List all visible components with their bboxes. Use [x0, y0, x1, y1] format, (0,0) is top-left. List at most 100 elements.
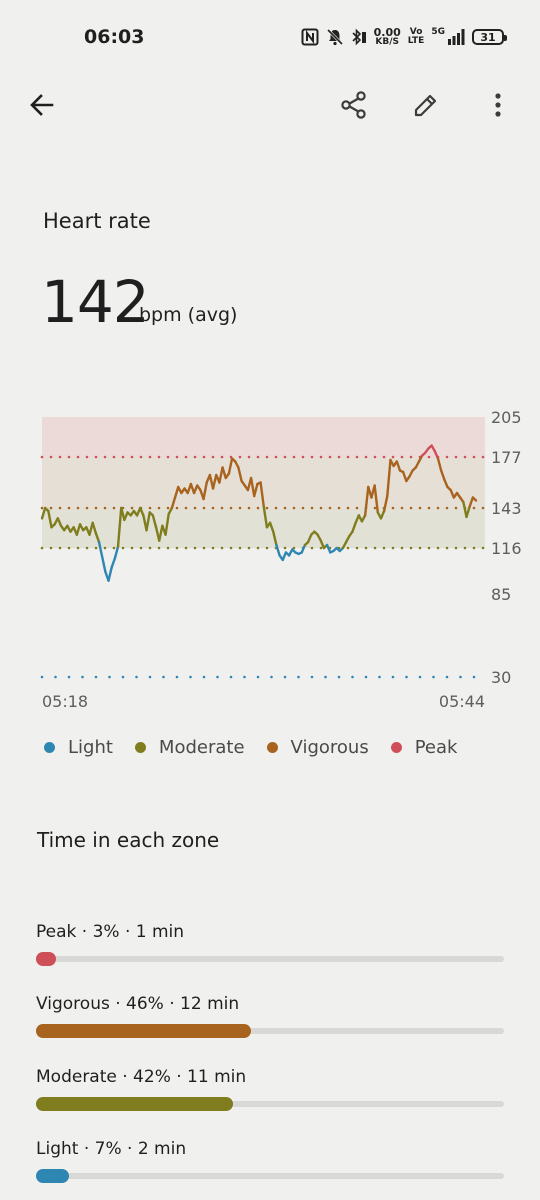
- hr-line-segment: [40, 506, 47, 520]
- hr-line-segment: [221, 466, 227, 480]
- hr-line-segment: [110, 557, 117, 569]
- hr-line-segment: [395, 460, 402, 472]
- back-button[interactable]: [18, 81, 66, 129]
- hr-line-segment: [351, 521, 357, 533]
- battery-indicator: 31: [472, 29, 507, 45]
- bluetooth-battery-icon: [352, 28, 366, 46]
- hr-line-segment: [443, 478, 449, 489]
- zone-bar-peak: [36, 952, 56, 966]
- hr-line-segment: [97, 540, 104, 559]
- network-type: 5G: [431, 27, 445, 37]
- legend-dot-light: [44, 742, 55, 753]
- more-options-button[interactable]: [474, 81, 522, 129]
- bell-off-icon: [326, 28, 343, 46]
- hr-line-segment: [56, 517, 63, 527]
- legend-dot-moderate: [134, 742, 146, 753]
- hr-line-segment: [468, 496, 475, 508]
- hr-line-segment: [139, 506, 145, 517]
- hr-line-segment: [164, 512, 170, 536]
- hr-line-segment: [119, 506, 126, 522]
- hr-line-segment: [471, 496, 478, 502]
- hr-line-segment: [262, 505, 269, 529]
- legend-label-light: Light: [68, 737, 113, 758]
- legend-item-vigorous: Vigorous: [266, 737, 369, 758]
- hr-line-segment: [275, 543, 281, 557]
- hr-line-segment: [227, 457, 234, 475]
- hr-line-segment: [319, 539, 326, 550]
- zone-bar-vigorous: [36, 1024, 252, 1038]
- zone-bar-moderate: [36, 1097, 233, 1111]
- hr-line-segment: [268, 521, 275, 533]
- zone-label-peak: Peak · 3% · 1 min: [36, 922, 185, 942]
- legend-label-peak: Peak: [414, 737, 458, 758]
- hr-line-segment: [218, 466, 224, 484]
- y-tick-label: 143: [491, 499, 522, 518]
- legend-label-vigorous: Vigorous: [290, 737, 369, 758]
- hr-line-segment: [100, 555, 107, 573]
- y-tick-label: 116: [491, 539, 522, 558]
- network-speed-value: 0.00: [373, 26, 401, 39]
- zone-label-vigorous: Vigorous · 46% · 12 min: [36, 994, 240, 1014]
- x-tick-label: 05:18: [42, 692, 88, 711]
- volte-indicator: Vo LTE: [408, 28, 425, 46]
- legend-dot-peak: [390, 742, 402, 753]
- legend-dot-vigorous: [266, 742, 278, 753]
- hr-line-segment: [113, 545, 120, 560]
- status-time: 06:03: [84, 26, 145, 48]
- zone-moderate: Moderate · 42% · 11 min: [36, 1065, 504, 1111]
- zone-label-light: Light · 7% · 2 min: [36, 1139, 187, 1159]
- zones-section-title: Time in each zone: [37, 828, 220, 852]
- hr-line-segment: [173, 485, 180, 499]
- zone-vigorous: Vigorous · 46% · 12 min: [36, 992, 504, 1038]
- hr-line-segment: [170, 496, 177, 510]
- share-icon: [341, 91, 366, 119]
- hr-line-segment: [462, 500, 468, 519]
- hr-line-segment: [47, 509, 53, 529]
- hr-line-segment: [306, 533, 313, 544]
- hr-line-segment: [272, 530, 278, 547]
- zone-label-moderate: Moderate · 42% · 11 min: [36, 1067, 247, 1087]
- zone-track-moderate: [36, 1097, 504, 1111]
- hr-line-segment: [325, 543, 332, 554]
- hr-line-segment: [202, 481, 208, 501]
- chart-legend: Light Moderate Vigorous Peak: [44, 737, 479, 758]
- zone-peak: Peak · 3% · 1 min: [36, 920, 504, 966]
- hr-line-segment: [401, 470, 408, 483]
- more-vert-icon: [495, 93, 501, 117]
- hr-line-segment: [281, 551, 288, 562]
- network-speed: 0.00 KB/S: [374, 27, 401, 47]
- hr-line-segment: [433, 450, 440, 460]
- hr-line-segment: [382, 494, 389, 513]
- edit-button[interactable]: [402, 81, 450, 129]
- zone-track-light: [36, 1169, 504, 1183]
- y-tick-label: 205: [491, 408, 522, 427]
- hr-line-segment: [373, 484, 379, 514]
- hr-line-segment: [123, 511, 129, 522]
- legend-label-moderate: Moderate: [158, 737, 245, 758]
- y-tick-label: 85: [491, 585, 511, 604]
- hr-line-segment: [253, 482, 259, 498]
- hr-line-segment: [158, 524, 164, 542]
- signal-indicator: 5G: [431, 28, 465, 46]
- average-bpm-unit: bpm (avg): [139, 304, 238, 326]
- hr-line-segment: [91, 521, 98, 535]
- zone-track-vigorous: [36, 1024, 504, 1038]
- pencil-icon: [414, 94, 437, 117]
- legend-item-peak: Peak: [390, 737, 458, 758]
- hr-line-segment: [465, 505, 471, 519]
- hr-line-segment: [300, 543, 307, 554]
- y-tick-label: 177: [491, 448, 522, 467]
- share-button[interactable]: [330, 81, 378, 129]
- volte-top: Vo: [409, 27, 423, 37]
- arrow-back-icon: [30, 94, 54, 116]
- hr-line-segment: [145, 511, 151, 532]
- nfc-icon: [301, 28, 319, 46]
- status-icons: 0.00 KB/S Vo LTE 5G 31: [301, 24, 507, 50]
- zone-track-peak: [36, 952, 504, 966]
- hr-line-segment: [386, 458, 392, 498]
- hr-line-segment: [75, 523, 82, 536]
- legend-item-light: Light: [44, 737, 113, 758]
- hr-line-segment: [436, 457, 443, 472]
- hr-line-segment: [379, 509, 386, 520]
- moderate-zone-band: [42, 508, 485, 548]
